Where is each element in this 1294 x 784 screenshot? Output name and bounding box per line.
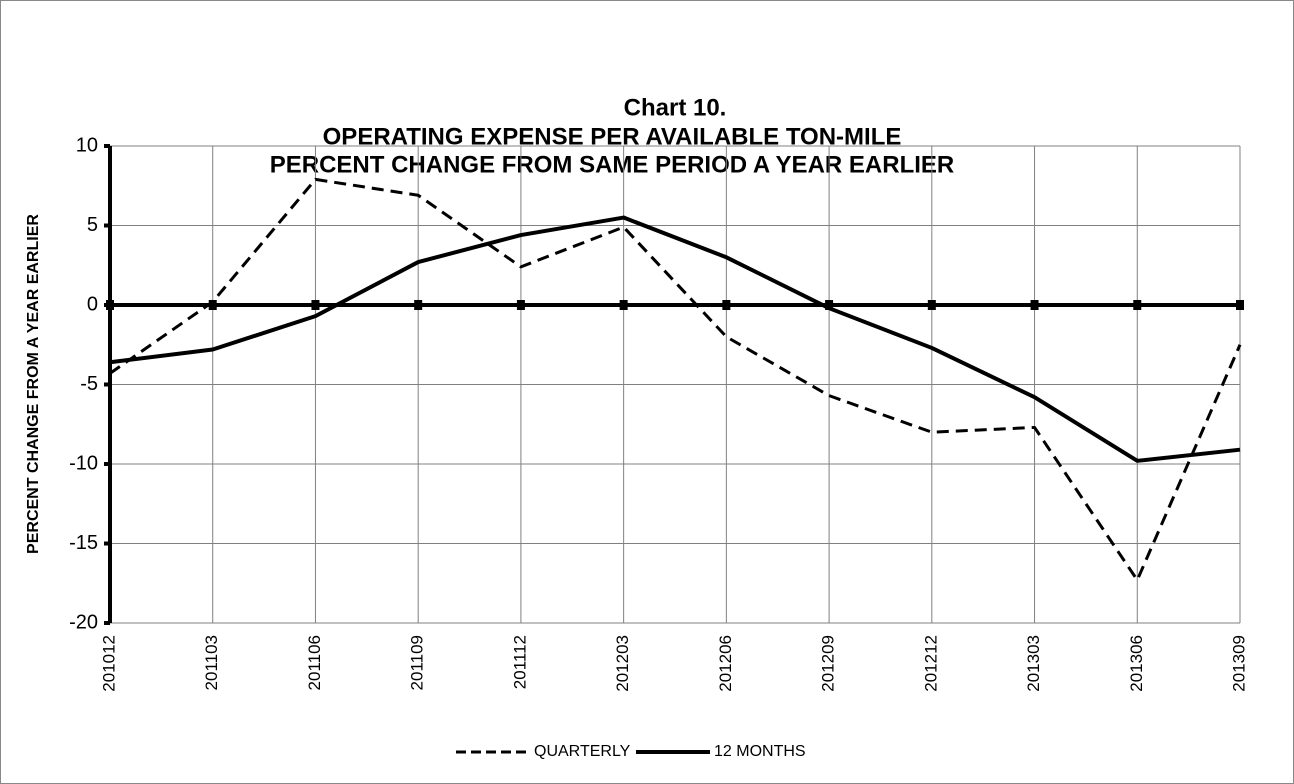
x-tick (414, 300, 423, 310)
x-tick (106, 300, 114, 310)
x-tick (825, 300, 834, 310)
legend-label: 12 MONTHS (714, 743, 806, 760)
x-tick-label: 201112 (510, 635, 529, 689)
x-tick-label: 201012 (99, 635, 118, 692)
x-tick (1133, 300, 1142, 310)
chart-title: PERCENT CHANGE FROM SAME PERIOD A YEAR E… (270, 151, 955, 178)
x-tick (619, 300, 628, 310)
x-tick (208, 300, 217, 310)
y-tick-label: 10 (76, 134, 98, 156)
x-tick-label: 201106 (305, 635, 324, 690)
x-tick-label: 201203 (613, 635, 632, 692)
x-tick (311, 300, 320, 310)
x-tick (927, 300, 936, 310)
y-tick-label: -20 (69, 611, 98, 633)
x-tick (1030, 300, 1039, 310)
y-tick-label: -15 (69, 532, 98, 554)
x-tick (722, 300, 731, 310)
x-tick (516, 300, 525, 310)
x-tick (1236, 300, 1244, 310)
y-tick-label: 5 (87, 214, 98, 236)
y-tick-label: 0 (87, 293, 98, 315)
y-tick-label: -5 (80, 373, 98, 395)
series-line (109, 177, 1242, 582)
x-tick-label: 201212 (921, 635, 940, 692)
x-tick-label: 201206 (716, 635, 735, 692)
y-axis-label: PERCENT CHANGE FROM A YEAR EARLIER (25, 214, 42, 554)
y-tick-label: -10 (69, 452, 98, 474)
chart-title: Chart 10. (624, 94, 727, 121)
x-tick-label: 201103 (202, 635, 221, 690)
series-line (109, 215, 1241, 463)
x-tick-label: 201109 (408, 635, 427, 690)
x-tick-label: 201306 (1127, 635, 1146, 692)
legend-label: QUARTERLY (534, 743, 631, 760)
x-tick-label: 201209 (819, 635, 838, 692)
x-tick-label: 201309 (1229, 635, 1248, 692)
x-tick-label: 201303 (1024, 635, 1043, 692)
